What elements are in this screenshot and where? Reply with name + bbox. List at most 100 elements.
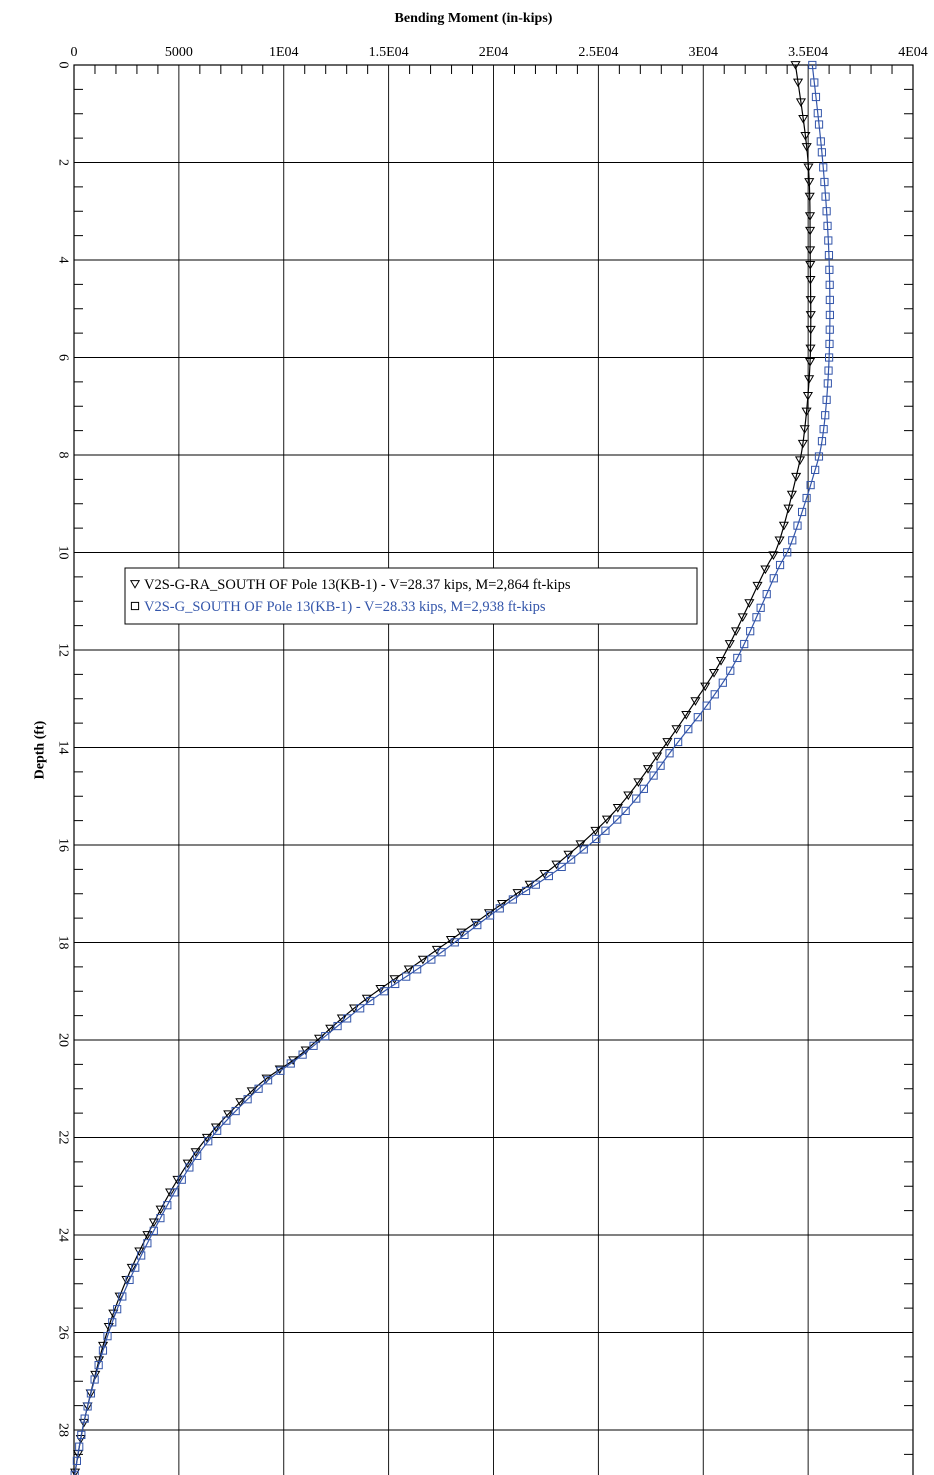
triangle-marker	[805, 325, 816, 335]
y-tick-label: 2	[56, 159, 71, 166]
triangle-marker	[512, 889, 523, 898]
triangle-marker	[563, 850, 574, 860]
square-marker	[333, 1021, 342, 1031]
triangle-marker	[798, 114, 809, 124]
triangle-marker	[786, 490, 797, 500]
square-marker	[621, 806, 630, 815]
triangle-marker	[794, 456, 806, 465]
y-tick-label: 6	[56, 354, 71, 361]
square-marker	[613, 815, 622, 824]
triangle-marker	[671, 725, 682, 734]
x-tick-label: 0	[71, 45, 78, 60]
triangle-marker	[155, 1205, 166, 1215]
series-line	[74, 64, 812, 1475]
square-marker	[557, 862, 566, 872]
triangle-marker	[805, 344, 816, 354]
square-marker	[108, 1318, 117, 1327]
square-marker	[75, 1442, 84, 1451]
square-marker	[125, 1275, 134, 1285]
square-marker	[94, 1361, 103, 1370]
y-tick-label: 4	[56, 257, 71, 264]
square-marker	[814, 452, 824, 461]
triangle-marker	[805, 311, 816, 320]
y-tick-label: 10	[56, 546, 71, 560]
triangle-marker	[90, 1370, 101, 1380]
triangle-marker	[803, 163, 814, 173]
triangle-marker	[325, 1024, 336, 1034]
square-marker	[693, 713, 702, 722]
square-marker	[495, 904, 504, 913]
triangle-marker	[804, 375, 815, 384]
legend-item: V2S-G-RA_SOUTH OF Pole 13(KB-1) - V=28.3…	[129, 577, 571, 593]
y-tick-label: 16	[56, 838, 71, 852]
square-marker	[808, 60, 817, 70]
minor-ticks	[74, 65, 913, 1455]
triangle-marker	[129, 580, 141, 589]
triangle-marker	[172, 1175, 183, 1185]
triangle-marker	[801, 407, 812, 417]
triangle-marker	[804, 212, 816, 221]
square-marker	[149, 1226, 158, 1235]
triangle-marker	[774, 536, 785, 546]
square-marker	[113, 1305, 122, 1314]
square-marker	[740, 639, 749, 649]
triangle-marker	[760, 565, 771, 575]
series-line	[74, 64, 831, 1475]
x-tick-label: 1.5E04	[369, 45, 409, 60]
square-marker	[77, 1430, 86, 1440]
triangle-marker	[539, 869, 550, 879]
square-marker	[756, 603, 765, 612]
square-marker	[665, 749, 674, 758]
y-tick-label: 24	[56, 1228, 71, 1242]
square-marker	[309, 1041, 318, 1050]
square-marker	[797, 507, 807, 517]
x-tick-labels: 0 5000 1E04 1.5E04 2E04 2.5E04 3E04 3.5E04 4E04	[71, 45, 928, 60]
x-axis-title: Bending Moment (in-kips)	[395, 11, 553, 26]
y-tick-label: 14	[56, 741, 71, 755]
triangle-marker	[575, 840, 586, 849]
triangle-marker	[724, 640, 735, 649]
triangle-marker	[730, 627, 742, 636]
triangle-marker	[148, 1218, 159, 1228]
grid-lines	[73, 65, 914, 1475]
square-marker	[356, 1004, 365, 1013]
square-marker	[213, 1126, 222, 1135]
square-marker	[819, 163, 828, 172]
square-marker	[391, 979, 400, 989]
triangle-marker	[737, 613, 748, 623]
square-marker	[254, 1084, 263, 1093]
square-marker	[825, 265, 834, 274]
x-tick-label: 5000	[165, 45, 193, 60]
square-marker	[450, 938, 459, 947]
triangle-marker	[456, 928, 467, 938]
square-marker	[263, 1076, 273, 1085]
square-marker	[156, 1214, 165, 1223]
square-marker	[531, 880, 540, 889]
square-marker	[783, 548, 792, 557]
square-marker	[814, 120, 824, 129]
triangle-marker	[662, 738, 673, 747]
square-marker	[321, 1032, 330, 1041]
square-marker	[788, 536, 797, 545]
square-marker	[817, 148, 826, 157]
triangle-marker	[142, 1231, 153, 1240]
triangle-marker	[700, 682, 711, 692]
square-marker	[819, 425, 828, 434]
triangle-marker	[768, 551, 779, 561]
x-tick-label: 4E04	[898, 45, 928, 60]
square-marker	[137, 1251, 146, 1260]
triangle-marker	[715, 656, 727, 666]
square-marker	[86, 1389, 96, 1398]
square-marker	[485, 911, 495, 920]
triangle-marker	[601, 815, 613, 825]
x-tick-label: 3.5E04	[788, 45, 828, 60]
square-marker	[170, 1188, 179, 1197]
square-marker	[825, 339, 834, 349]
legend-label: V2S-G_SOUTH OF Pole 13(KB-1) - V=28.33 k…	[144, 599, 546, 615]
triangle-marker	[799, 425, 810, 434]
triangle-marker	[752, 581, 763, 591]
square-marker	[822, 395, 831, 404]
square-marker	[656, 761, 665, 770]
triangle-marker	[791, 472, 802, 482]
triangle-marker	[361, 994, 372, 1004]
